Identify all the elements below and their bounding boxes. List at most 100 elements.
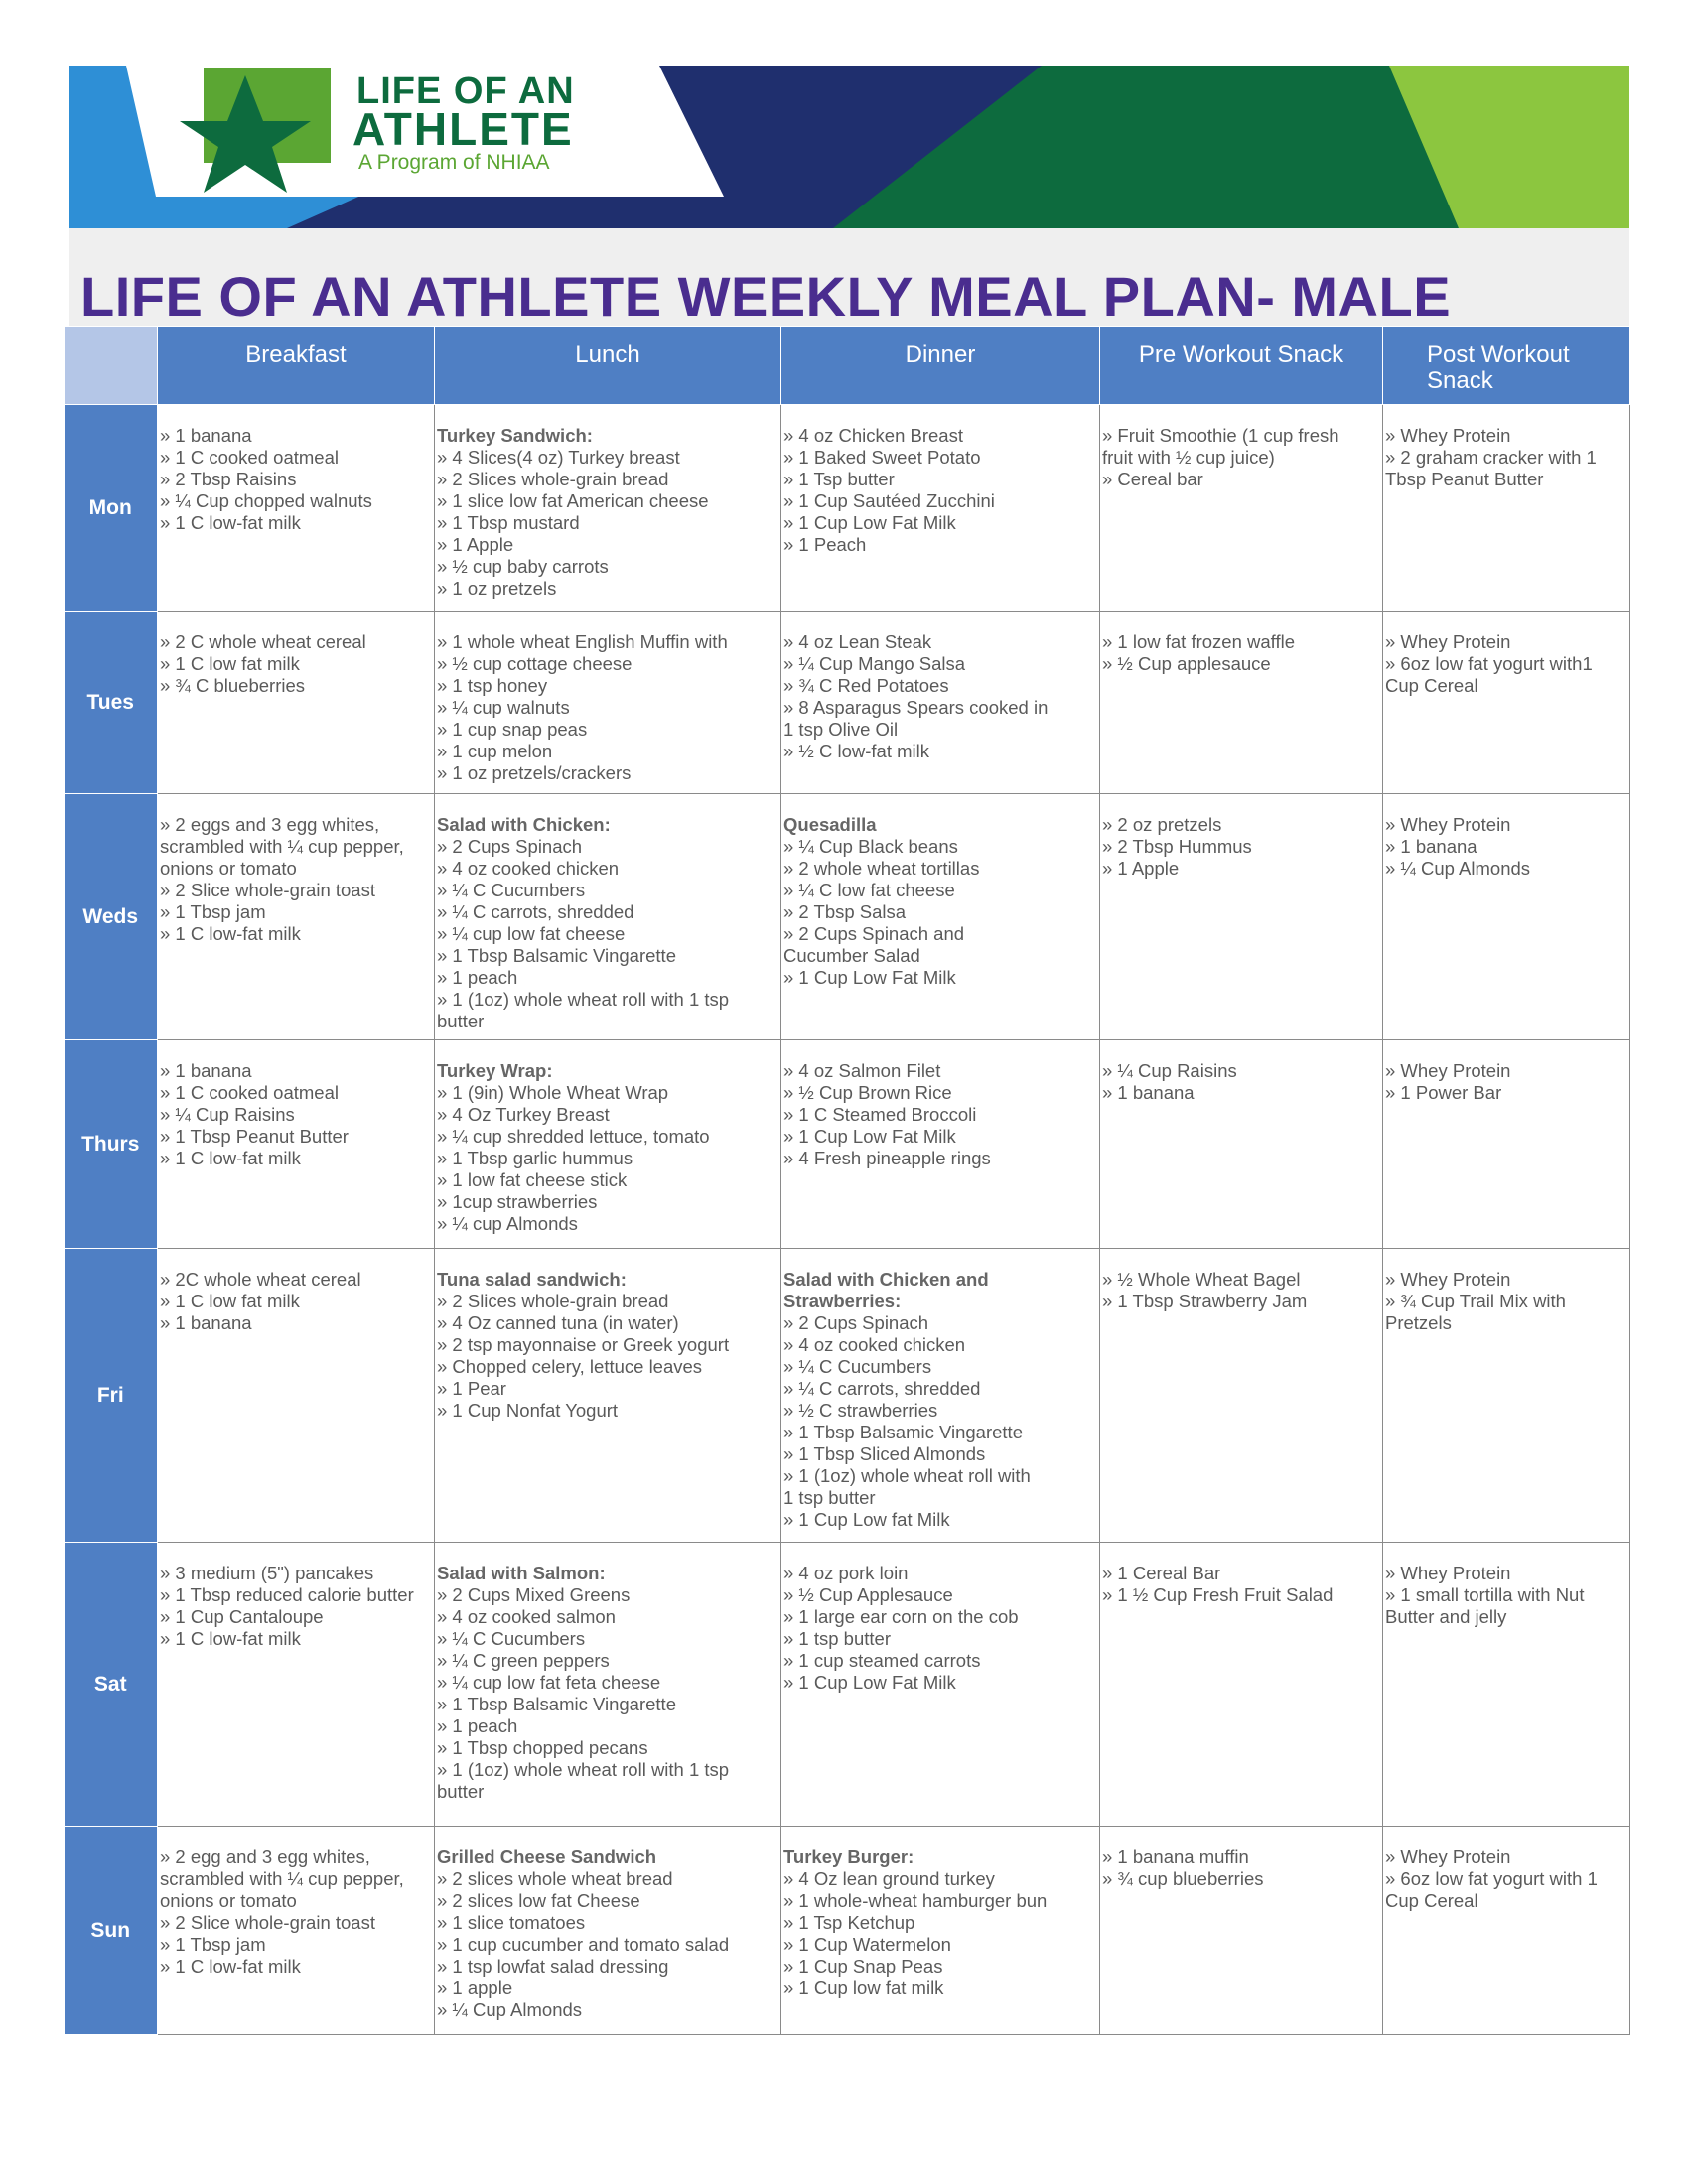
meal-item: » 2 Cups Spinach (437, 836, 583, 857)
meal-heading: Turkey Sandwich: (437, 425, 593, 446)
dinner-cell: » 4 oz Salmon Filet» ½ Cup Brown Rice» 1… (780, 1039, 1100, 1249)
meal-item: » 1cup strawberries (437, 1191, 598, 1212)
meal-item: » 1 cup melon (437, 741, 553, 761)
meal-item: » 1 tsp butter (783, 1628, 891, 1649)
breakfast-cell: » 1 banana» 1 C cooked oatmeal» ¼ Cup Ra… (157, 1039, 435, 1249)
meal-item: » 1 C low-fat milk (160, 1628, 301, 1649)
meal-item: scrambled with ¼ cup pepper, (160, 836, 404, 857)
meal-item: » ¼ Cup Almonds (1385, 858, 1531, 879)
meal-item: » 1 peach (437, 1715, 518, 1736)
header-banner: LIFE OF AN ATHLETE A Program of NHIAA (69, 66, 1629, 228)
dinner-cell: Turkey Burger:» 4 Oz lean ground turkey»… (780, 1826, 1100, 2035)
meal-item: » 1 Cup Low fat Milk (783, 1509, 950, 1530)
column-header-post-workout: Post Workout Snack (1382, 326, 1630, 405)
dinner-cell: » 4 oz Chicken Breast» 1 Baked Sweet Pot… (780, 404, 1100, 612)
meal-item: » 1 whole wheat English Muffin with (437, 631, 728, 652)
header-corner (64, 326, 158, 405)
meal-item: » ¼ C green peppers (437, 1650, 610, 1671)
title-band: LIFE OF AN ATHLETE WEEKLY MEAL PLAN- MAL… (69, 228, 1629, 328)
banner-lime-band (1389, 66, 1629, 228)
meal-item: » 1 Baked Sweet Potato (783, 447, 981, 468)
meal-item: » 2C whole wheat cereal (160, 1269, 361, 1290)
table-row: Weds» 2 eggs and 3 egg whites, scrambled … (64, 793, 1630, 1040)
meal-item: » 2 Slices whole-grain bread (437, 1291, 669, 1311)
meal-item: » 2 Tbsp Raisins (160, 469, 297, 489)
pre-workout-cell: » ¼ Cup Raisins» 1 banana (1099, 1039, 1383, 1249)
meal-item: » 1 Cereal Bar (1102, 1563, 1221, 1583)
meal-item: » 1 Tbsp Peanut Butter (160, 1126, 349, 1147)
lunch-cell: Tuna salad sandwich:» 2 Slices whole-gra… (434, 1248, 781, 1543)
meal-item: » 2 slices low fat Cheese (437, 1890, 640, 1911)
lunch-cell: » 1 whole wheat English Muffin with» ½ c… (434, 611, 781, 794)
meal-item: Cup Cereal (1385, 675, 1478, 696)
meal-item: » 1 cup steamed carrots (783, 1650, 981, 1671)
day-label: Weds (64, 793, 158, 1040)
meal-heading: Tuna salad sandwich: (437, 1269, 627, 1290)
meal-heading: Salad with Chicken and Strawberries: (783, 1269, 989, 1311)
column-header-lunch: Lunch (434, 326, 781, 405)
meal-item: » 1 C cooked oatmeal (160, 1082, 339, 1103)
meal-item: » 4 Oz canned tuna (in water) (437, 1312, 679, 1333)
column-header-pre-workout: Pre Workout Snack (1099, 326, 1383, 405)
meal-item: » 1 banana (160, 1312, 252, 1333)
meal-item: » 1 Tbsp Balsamic Vingarette (783, 1422, 1023, 1442)
meal-item: » ¼ cup walnuts (437, 697, 570, 718)
column-header-breakfast: Breakfast (157, 326, 435, 405)
meal-item: » ¼ Cup Mango Salsa (783, 653, 966, 674)
meal-item: » 2 oz pretzels (1102, 814, 1222, 835)
meal-item: » 6oz low fat yogurt with 1 (1385, 1868, 1598, 1889)
day-label: Tues (64, 611, 158, 794)
meal-item: » ¼ Cup Black beans (783, 836, 958, 857)
logo-line1: LIFE OF AN (356, 70, 575, 112)
logo-tagline: A Program of NHIAA (358, 151, 550, 174)
meal-item: » 2 Slice whole-grain toast (160, 880, 375, 900)
meal-item: » 2 tsp mayonnaise or Greek yogurt (437, 1334, 730, 1355)
breakfast-cell: » 1 banana» 1 C cooked oatmeal» 2 Tbsp R… (157, 404, 435, 612)
lunch-cell: Grilled Cheese Sandwich» 2 slices whole … (434, 1826, 781, 2035)
meal-item: » 4 oz Lean Steak (783, 631, 932, 652)
meal-item: » 2 Slice whole-grain toast (160, 1912, 375, 1933)
meal-item: » ½ C low-fat milk (783, 741, 930, 761)
meal-item: » 1 Cup Snap Peas (783, 1956, 943, 1977)
meal-item: onions or tomato (160, 858, 297, 879)
meal-heading: Salad with Salmon: (437, 1563, 606, 1583)
pre-workout-cell: » Fruit Smoothie (1 cup fresh fruit with … (1099, 404, 1383, 612)
table-row: Fri» 2C whole wheat cereal» 1 C low fat … (64, 1248, 1630, 1543)
day-label: Mon (64, 404, 158, 612)
meal-item: » ¼ C Cucumbers (437, 1628, 586, 1649)
meal-item: » 1 small tortilla with Nut (1385, 1584, 1585, 1605)
meal-item: » 2 Slices whole-grain bread (437, 469, 669, 489)
meal-item: » Whey Protein (1385, 1269, 1511, 1290)
table-row: Mon» 1 banana» 1 C cooked oatmeal» 2 Tbs… (64, 404, 1630, 612)
meal-item: » 1 whole-wheat hamburger bun (783, 1890, 1048, 1911)
meal-item: » 1 C low fat milk (160, 1291, 300, 1311)
meal-item: » 1 apple (437, 1978, 513, 1998)
meal-item: » 1 Tbsp jam (160, 901, 266, 922)
meal-item: » 1 low fat cheese stick (437, 1169, 628, 1190)
meal-item: Tbsp Peanut Butter (1385, 469, 1544, 489)
meal-item: » 2 C whole wheat cereal (160, 631, 366, 652)
meal-item: » 1 banana muffin (1102, 1846, 1249, 1867)
meal-item: butter (437, 1011, 485, 1031)
meal-item: Butter and jelly (1385, 1606, 1507, 1627)
meal-heading: Salad with Chicken: (437, 814, 611, 835)
meal-item: » 1 Cup Low Fat Milk (783, 1672, 956, 1693)
meal-item: Cucumber Salad (783, 945, 920, 966)
meal-item: » Fruit Smoothie (1 cup fresh (1102, 425, 1339, 446)
breakfast-cell: » 2 C whole wheat cereal» 1 C low fat mi… (157, 611, 435, 794)
meal-item: » 1 Tsp butter (783, 469, 895, 489)
meal-item: » 1 Tbsp Balsamic Vingarette (437, 1694, 676, 1714)
meal-heading: Grilled Cheese Sandwich (437, 1846, 657, 1867)
meal-item: » ½ Cup Brown Rice (783, 1082, 952, 1103)
post-workout-cell: » Whey Protein» ¾ Cup Trail Mix with Pret… (1382, 1248, 1630, 1543)
meal-item: » 2 Tbsp Hummus (1102, 836, 1252, 857)
pre-workout-cell: » 1 Cereal Bar» 1 ½ Cup Fresh Fruit Sala… (1099, 1542, 1383, 1827)
lunch-cell: Salad with Salmon:» 2 Cups Mixed Greens»… (434, 1542, 781, 1827)
meal-item: » 4 oz cooked chicken (783, 1334, 966, 1355)
meal-item: » 4 oz Chicken Breast (783, 425, 963, 446)
meal-item: » ½ Whole Wheat Bagel (1102, 1269, 1301, 1290)
meal-item: » ½ cup cottage cheese (437, 653, 633, 674)
post-workout-cell: » Whey Protein» 1 banana» ¼ Cup Almonds (1382, 793, 1630, 1040)
meal-item: » 1 Tbsp Strawberry Jam (1102, 1291, 1308, 1311)
meal-item: » 1 Tbsp garlic hummus (437, 1148, 633, 1168)
